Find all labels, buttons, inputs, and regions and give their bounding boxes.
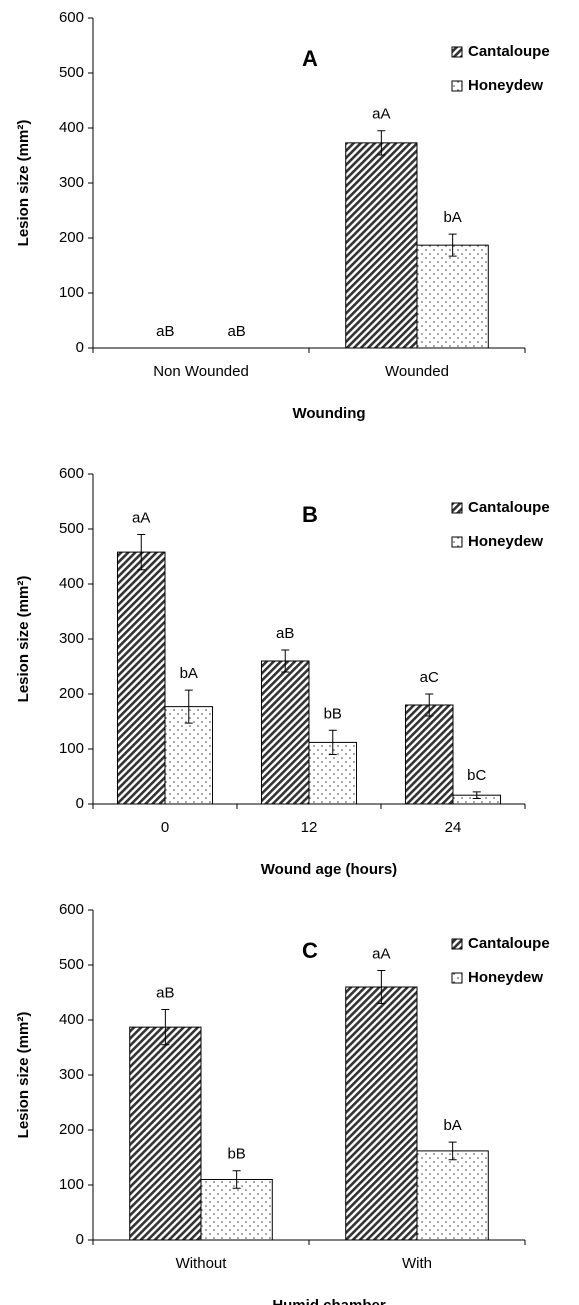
x-axis-title: Humid chamber — [272, 1297, 386, 1305]
significance-label: aA — [372, 945, 390, 962]
legend-label: Cantaloupe — [468, 499, 550, 516]
legend-swatch — [451, 536, 463, 548]
error-bar — [281, 649, 290, 673]
y-tick-label: 600 — [59, 9, 84, 26]
y-tick-label: 0 — [76, 1231, 84, 1248]
legend-label: Honeydew — [468, 969, 543, 986]
error-bar — [137, 534, 146, 571]
legend-swatch — [451, 80, 463, 92]
y-tick-label: 500 — [59, 956, 84, 973]
bar — [260, 660, 310, 805]
significance-label: aB — [276, 625, 294, 642]
bar — [129, 1026, 202, 1241]
y-tick-label: 300 — [59, 1066, 84, 1083]
y-tick-label: 400 — [59, 119, 84, 136]
significance-label: bA — [443, 209, 461, 226]
panel-title: B — [302, 502, 318, 527]
y-tick-label: 500 — [59, 64, 84, 81]
error-bar — [328, 729, 337, 755]
y-tick-label: 100 — [59, 284, 84, 301]
y-tick-label: 400 — [59, 1011, 84, 1028]
bar — [416, 1150, 489, 1241]
error-bar — [448, 1141, 457, 1161]
x-tick-label: 12 — [301, 819, 318, 836]
error-bar — [472, 791, 481, 799]
x-tick-label: With — [402, 1255, 432, 1272]
panel-title: C — [302, 938, 318, 963]
y-tick-label: 400 — [59, 575, 84, 592]
significance-label: bB — [324, 705, 342, 722]
legend-swatch — [451, 938, 463, 950]
error-bar — [232, 1170, 241, 1189]
significance-label: aB — [156, 985, 174, 1002]
y-tick-label: 200 — [59, 685, 84, 702]
x-tick-label: Non Wounded — [153, 363, 249, 380]
y-tick-label: 100 — [59, 740, 84, 757]
significance-label: aC — [420, 669, 439, 686]
error-bar — [377, 970, 386, 1004]
y-tick-label: 200 — [59, 1121, 84, 1138]
significance-label: bC — [467, 767, 486, 784]
bar — [416, 244, 489, 349]
y-tick-label: 0 — [76, 795, 84, 812]
legend-label: Cantaloupe — [468, 935, 550, 952]
significance-label: aA — [132, 509, 150, 526]
significance-label: aA — [372, 106, 390, 123]
bar — [116, 551, 166, 805]
legend-swatch — [451, 502, 463, 514]
x-axis-title: Wounding — [292, 405, 365, 422]
legend-swatch — [451, 46, 463, 58]
significance-label: aB — [227, 323, 245, 340]
significance-label: aB — [156, 323, 174, 340]
bar — [345, 142, 418, 349]
error-bar — [161, 1009, 170, 1046]
legend-label: Cantaloupe — [468, 43, 550, 60]
error-bar — [184, 689, 193, 724]
x-tick-label: Without — [176, 1255, 228, 1272]
legend-label: Honeydew — [468, 533, 543, 550]
y-axis-title: Lesion size (mm²) — [15, 576, 32, 703]
legend-label: Honeydew — [468, 77, 543, 94]
error-bar — [377, 130, 386, 156]
bar — [404, 704, 454, 805]
y-axis-title: Lesion size (mm²) — [15, 1012, 32, 1139]
error-bar — [425, 693, 434, 717]
error-bar — [448, 233, 457, 257]
y-tick-label: 100 — [59, 1176, 84, 1193]
y-axis-title: Lesion size (mm²) — [15, 120, 32, 247]
y-tick-label: 300 — [59, 630, 84, 647]
bar — [345, 986, 418, 1241]
y-tick-label: 500 — [59, 520, 84, 537]
x-axis-title: Wound age (hours) — [261, 861, 397, 878]
y-tick-label: 300 — [59, 174, 84, 191]
x-tick-label: Wounded — [385, 363, 449, 380]
panel-title: A — [302, 46, 318, 71]
significance-label: bA — [180, 665, 198, 682]
y-tick-label: 600 — [59, 465, 84, 482]
significance-label: bA — [443, 1117, 461, 1134]
y-tick-label: 200 — [59, 229, 84, 246]
legend-swatch — [451, 972, 463, 984]
y-tick-label: 0 — [76, 339, 84, 356]
x-tick-label: 24 — [445, 819, 462, 836]
y-tick-label: 600 — [59, 901, 84, 918]
significance-label: bB — [227, 1146, 245, 1163]
x-tick-label: 0 — [161, 819, 169, 836]
bar — [200, 1179, 273, 1241]
